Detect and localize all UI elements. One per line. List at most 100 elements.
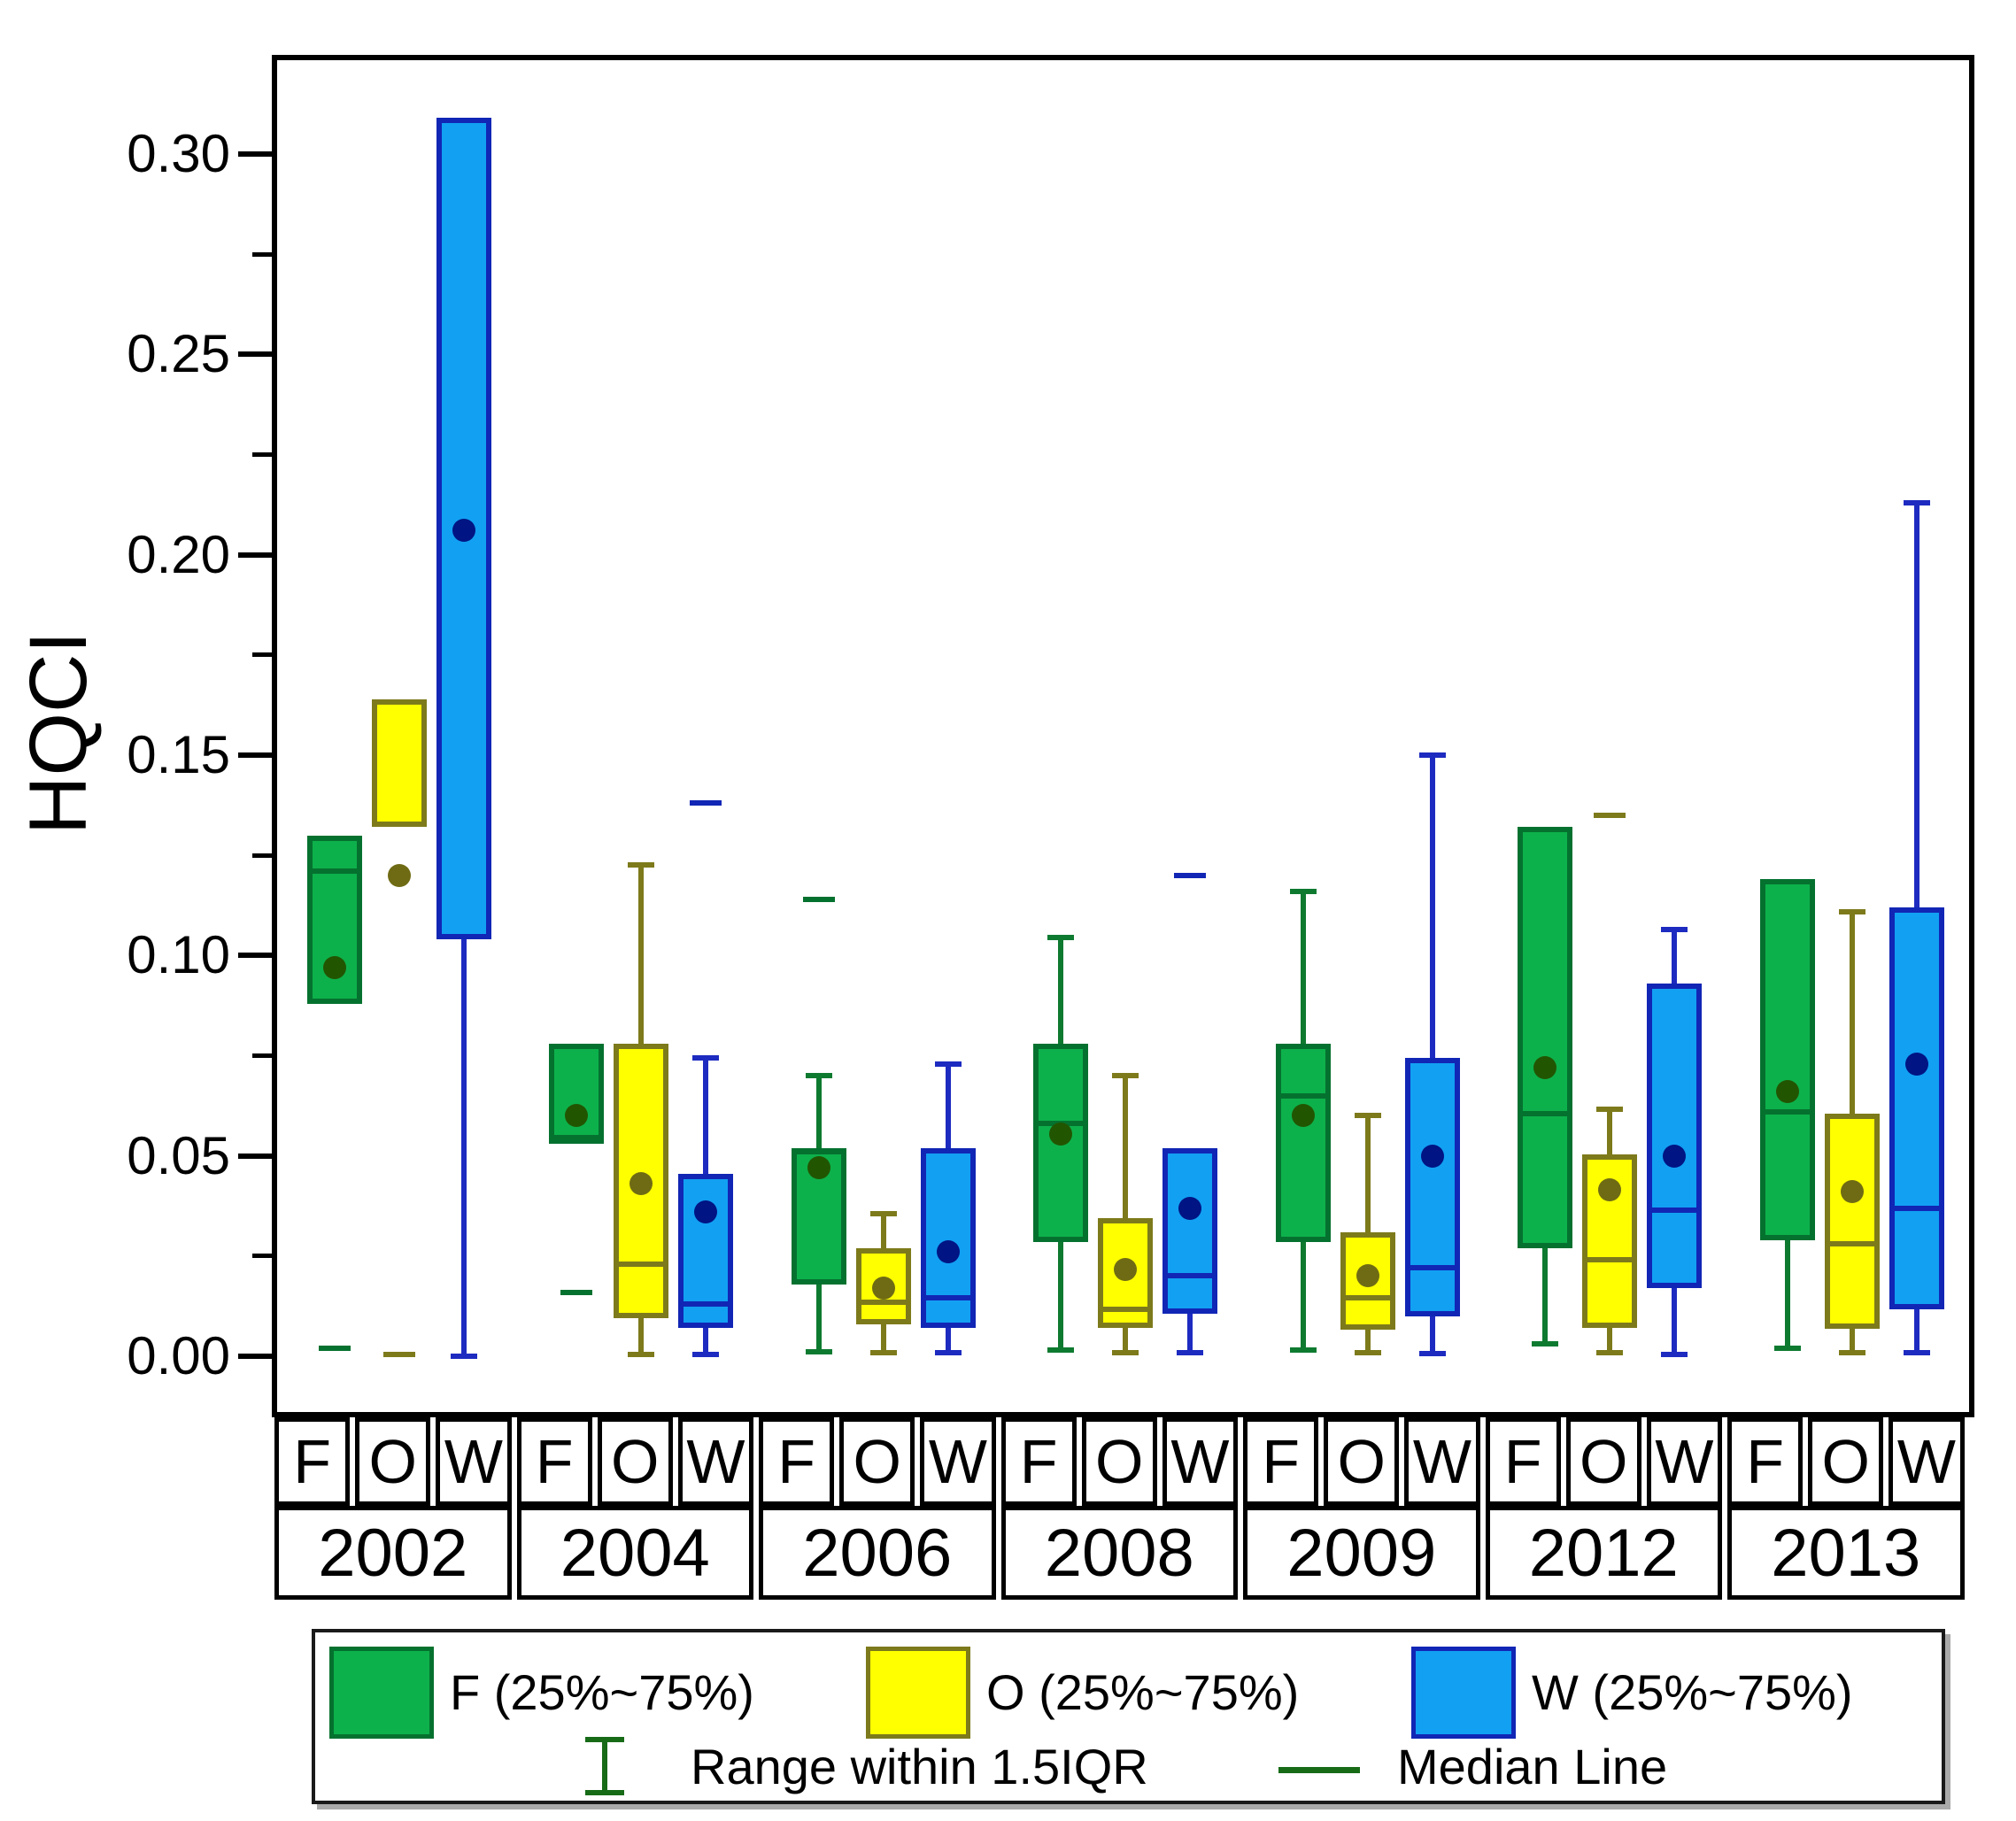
y-minor-tick (252, 251, 272, 257)
fow-cell-F-2008: F (1000, 1417, 1077, 1506)
upper-whisker-F-2009 (1300, 891, 1306, 1044)
year-row-2008: 2008 (999, 1506, 1241, 1600)
lower-whisker-cap-W-2002 (450, 1354, 477, 1359)
mean-dot-F-2002 (322, 955, 346, 979)
lower-whisker-cap-W-2004 (692, 1351, 719, 1357)
upper-whisker-cap-W-2012 (1661, 926, 1688, 932)
year-cell-2004: 2004 (516, 1506, 753, 1600)
fow-cell-F-2012: F (1485, 1417, 1561, 1506)
legend: F (25%~75%) O (25%~75%) W (25%~75%) Rang… (312, 1629, 1945, 1804)
mean-dot-O-2002 (387, 863, 411, 887)
lower-whisker-W-2004 (703, 1328, 708, 1354)
legend-label-f: F (25%~75%) (450, 1664, 754, 1720)
fow-cell-O-2008: O (1081, 1417, 1157, 1506)
fow-cell-O-2009: O (1324, 1417, 1400, 1506)
lower-whisker-cap-F-2008 (1047, 1347, 1074, 1354)
mean-dot-F-2004 (565, 1104, 588, 1128)
year-cell-2013: 2013 (1727, 1506, 1965, 1600)
upper-whisker-cap-O-2008 (1112, 1073, 1139, 1079)
median-F-2004 (553, 1135, 599, 1141)
fow-cell-O-2006: O (839, 1417, 915, 1506)
lower-whisker-W-2002 (460, 939, 467, 1356)
y-major-tick (238, 953, 272, 959)
mean-dot-W-2006 (936, 1240, 960, 1264)
lower-whisker-F-2013 (1784, 1239, 1790, 1348)
year-cell-2012: 2012 (1485, 1506, 1722, 1600)
extreme-dash-F-2002 (318, 1345, 351, 1351)
upper-whisker-cap-F-2008 (1047, 934, 1074, 940)
median-W-2012 (1651, 1207, 1697, 1213)
box-O-2002 (371, 698, 427, 828)
lower-whisker-cap-F-2012 (1532, 1341, 1558, 1347)
legend-label-range: Range within 1.5IQR (691, 1739, 1148, 1794)
upper-whisker-F-2008 (1058, 937, 1063, 1044)
upper-whisker-cap-W-2013 (1903, 499, 1930, 505)
fow-cell-F-2009: F (1243, 1417, 1319, 1506)
lower-whisker-W-2012 (1672, 1288, 1677, 1354)
mean-dot-O-2004 (630, 1172, 653, 1196)
upper-whisker-O-2008 (1123, 1076, 1128, 1218)
upper-whisker-cap-W-2009 (1418, 752, 1446, 758)
extreme-dash-O-2002 (382, 1351, 415, 1357)
fow-cell-F-2004: F (516, 1417, 592, 1506)
y-tick-label: 0.10 (127, 925, 230, 985)
range-whisker-icon-top-cap (585, 1737, 624, 1742)
upper-whisker-O-2009 (1364, 1115, 1371, 1232)
mean-dot-O-2013 (1840, 1180, 1864, 1204)
y-major-tick (238, 1153, 272, 1159)
fow-cell-W-2012: W (1646, 1417, 1723, 1506)
upper-whisker-cap-O-2009 (1354, 1113, 1381, 1119)
extreme-dash-W-2004 (690, 800, 722, 806)
median-W-2004 (683, 1301, 729, 1308)
box-W-2012 (1647, 984, 1702, 1289)
mean-dot-W-2013 (1904, 1052, 1928, 1076)
lower-whisker-W-2013 (1913, 1309, 1919, 1354)
box-F-2012 (1518, 827, 1572, 1248)
y-tick-label: 0.05 (127, 1125, 230, 1185)
fow-cell-W-2002: W (436, 1417, 512, 1506)
legend-label-w: W (25%~75%) (1532, 1664, 1853, 1720)
median-line-icon (1278, 1767, 1360, 1773)
y-major-tick (238, 752, 272, 758)
range-whisker-icon (585, 1737, 624, 1795)
upper-whisker-cap-F-2009 (1289, 888, 1317, 894)
year-row-2006: 2006 (756, 1506, 999, 1600)
y-minor-tick (252, 1053, 272, 1058)
upper-whisker-F-2006 (815, 1076, 822, 1148)
lower-whisker-cap-O-2009 (1354, 1350, 1381, 1356)
y-minor-tick (252, 652, 272, 658)
median-O-2013 (1828, 1241, 1875, 1247)
mean-dot-O-2009 (1356, 1264, 1379, 1288)
lower-whisker-O-2004 (638, 1317, 644, 1354)
fow-cell-W-2009: W (1404, 1417, 1480, 1506)
fow-cell-W-2008: W (1162, 1417, 1239, 1506)
upper-whisker-O-2006 (880, 1214, 886, 1248)
fow-cell-F-2006: F (759, 1417, 835, 1506)
y-minor-tick (252, 451, 272, 457)
lower-whisker-cap-W-2008 (1177, 1350, 1203, 1356)
median-W-2008 (1167, 1273, 1213, 1279)
fow-cell-F-2002: F (274, 1417, 351, 1506)
median-W-2013 (1893, 1205, 1940, 1211)
median-O-2004 (618, 1261, 664, 1267)
upper-whisker-cap-O-2004 (628, 862, 654, 868)
lower-whisker-F-2012 (1542, 1247, 1548, 1345)
mean-dot-O-2006 (871, 1277, 895, 1300)
extreme-dash-W-2008 (1174, 872, 1206, 878)
y-tick-label: 0.20 (127, 524, 230, 584)
box-F-2009 (1275, 1043, 1331, 1242)
mean-dot-F-2006 (807, 1156, 830, 1180)
year-cell-2009: 2009 (1243, 1506, 1480, 1600)
mean-dot-O-2012 (1598, 1178, 1621, 1202)
lower-whisker-cap-O-2012 (1596, 1350, 1623, 1356)
